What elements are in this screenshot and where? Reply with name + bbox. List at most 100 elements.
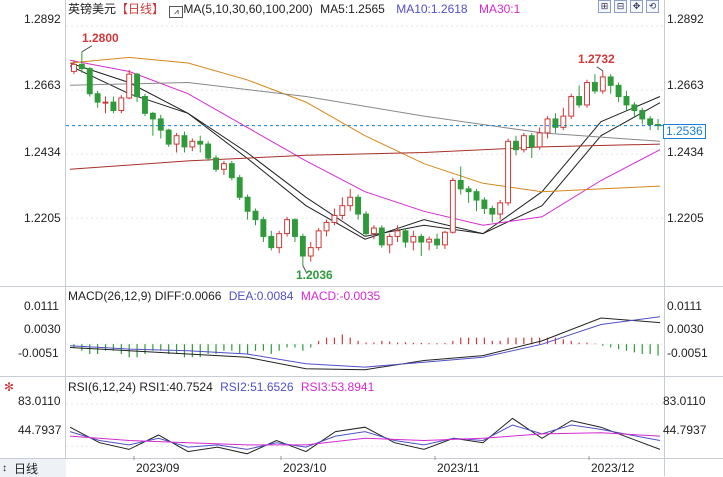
candle-body-down: [197, 140, 204, 145]
price-axis-left-4: 1.2205: [24, 211, 61, 225]
candle: [292, 218, 298, 243]
price-axis-right-2: 1.2663: [667, 78, 704, 92]
rsi2-line: [69, 424, 661, 450]
diff-line: [69, 317, 661, 371]
candle: [315, 228, 322, 251]
candle-body-down: [402, 230, 409, 243]
candle-body-down: [292, 219, 298, 237]
candle: [284, 216, 291, 237]
candle-body-down: [647, 118, 654, 126]
candle-body-down: [615, 84, 622, 98]
price-axis-right-4: 1.2205: [667, 211, 704, 225]
candle: [615, 82, 622, 103]
candle: [599, 70, 606, 94]
candle: [457, 166, 464, 195]
candle-body-up: [410, 235, 417, 243]
candle: [228, 160, 235, 181]
candle: [142, 93, 148, 117]
rsi3-value: RSI3:53.8941: [300, 380, 375, 394]
candle: [536, 127, 543, 150]
candle-body-down: [607, 76, 614, 86]
candle-body-up: [307, 247, 314, 257]
high-right-leader: [596, 66, 604, 72]
candle-body-down: [457, 179, 464, 190]
candle-body-down: [134, 73, 141, 98]
candle-body-down: [639, 110, 646, 120]
zoom-out-icon[interactable]: ⊟: [614, 0, 627, 13]
period-label[interactable]: 【日线】: [116, 2, 165, 16]
candle: [70, 60, 77, 75]
candle: [497, 200, 504, 220]
candle: [260, 216, 267, 243]
candle-body-down: [299, 235, 306, 257]
expand-icon[interactable]: ↕: [2, 463, 7, 474]
candle: [528, 132, 535, 159]
candle: [370, 225, 377, 240]
candle-body-up: [126, 73, 133, 99]
candle: [607, 74, 614, 94]
macd-value: MACD:-0.0035: [300, 289, 381, 303]
price-axis-right-1: 1.2892: [667, 12, 704, 26]
crosshair-icon[interactable]: ✻: [4, 380, 15, 394]
zoom-in-icon[interactable]: ⊞: [598, 0, 611, 13]
move-icon[interactable]: ✥: [630, 0, 643, 13]
candle-body-up: [339, 205, 346, 216]
candle-body-up: [70, 63, 77, 72]
rsi-axis-left-1: 83.0110: [18, 394, 61, 408]
candle-body-up: [584, 82, 590, 106]
candle: [252, 208, 259, 226]
candle-body-up: [599, 76, 606, 92]
period-tab[interactable]: 日线: [14, 462, 39, 476]
price-axis-left-1: 1.2892: [24, 12, 61, 26]
candle: [94, 90, 101, 108]
candle: [268, 230, 275, 251]
candle: [591, 74, 598, 94]
candle-body-up: [276, 233, 283, 249]
rsi-axis-right-2: 44.7937: [663, 423, 707, 437]
candle-body-up: [505, 140, 512, 204]
candle-body-down: [363, 213, 369, 235]
restore-icon[interactable]: ⟲: [646, 0, 659, 13]
candle: [299, 233, 306, 266]
candle: [568, 93, 575, 119]
candle: [189, 138, 196, 152]
candle-body-down: [623, 96, 630, 106]
candle-body-down: [481, 199, 488, 209]
rsi1-value: RSI1:40.7524: [139, 380, 213, 394]
candle: [481, 197, 488, 215]
candle: [544, 116, 551, 139]
candle: [347, 188, 354, 212]
candle-body-down: [157, 118, 164, 131]
low-annotation: 1.2036: [296, 268, 333, 282]
candle: [236, 174, 243, 201]
candle-body-down: [489, 207, 496, 215]
rsi-label: RSI(6,12,24): [68, 380, 137, 394]
candle: [449, 177, 456, 234]
ma-settings-label: MA(5,10,30,60,100,200): [183, 2, 313, 16]
candle-body-down: [591, 82, 598, 92]
candle-body-down: [513, 140, 519, 151]
candle-body-down: [260, 219, 267, 237]
candle-body-down: [418, 235, 425, 243]
candle-body-up: [394, 230, 401, 237]
candle-body-up: [331, 214, 338, 223]
candle-body-up: [284, 219, 291, 235]
candle: [355, 194, 362, 220]
ma200-line: [69, 143, 661, 170]
price-axis-right-3: 1.2434: [667, 145, 704, 159]
candle: [434, 233, 440, 250]
macd-axis-left-3: -0.0051: [18, 346, 59, 360]
candle: [655, 118, 662, 131]
candle-body-up: [102, 101, 109, 104]
price-axis-left-3: 1.2434: [24, 145, 61, 159]
ma-settings-icon[interactable]: ⩘: [169, 6, 184, 18]
candle-body-up: [520, 135, 527, 151]
symbol-label: 英镑美元: [68, 2, 117, 16]
rsi3-line: [69, 432, 661, 446]
rsi-header: RSI(6,12,24) RSI1:40.7524 RSI2:51.6526 R…: [68, 380, 374, 394]
candle-body-down: [78, 63, 85, 70]
candle: [576, 85, 583, 108]
candle: [102, 96, 109, 114]
candle: [78, 51, 85, 73]
candle: [520, 132, 527, 153]
